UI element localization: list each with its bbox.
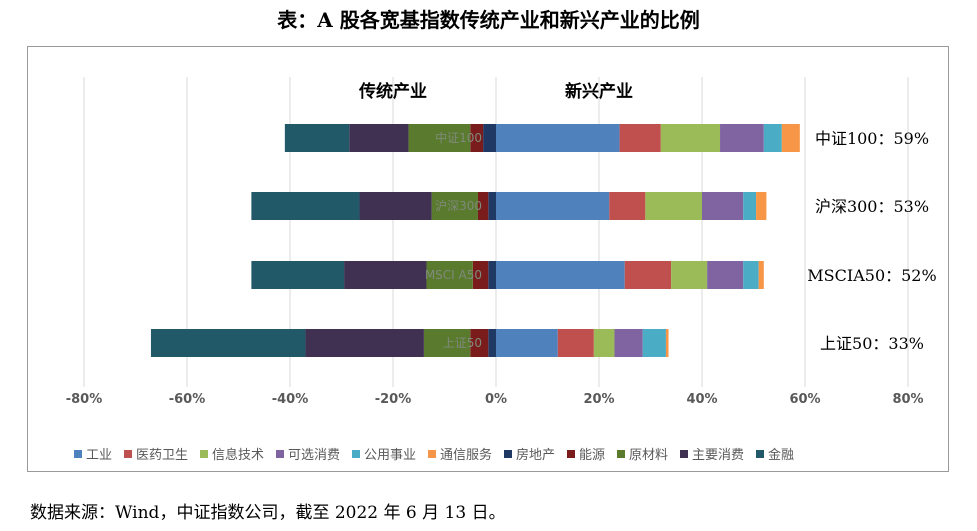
bar-segment: [720, 124, 764, 152]
bar-segment: [593, 329, 615, 357]
bar-annotation: 中证100：59%: [815, 129, 929, 148]
bar-segment: [150, 329, 306, 357]
category-label: 沪深300: [435, 199, 482, 213]
x-tick-label: 20%: [583, 392, 614, 407]
bar-segment: [609, 192, 646, 220]
bar-segment: [472, 261, 489, 289]
bar-segment: [488, 192, 496, 220]
x-tick-label: 40%: [686, 392, 717, 407]
legend-swatch: [200, 450, 208, 458]
x-tick-label: -40%: [272, 392, 309, 407]
bar-segment: [305, 329, 424, 357]
x-tick-label: 60%: [789, 392, 820, 407]
bar-segment: [671, 261, 708, 289]
x-tick-label: 0%: [485, 392, 507, 407]
bar-annotation: 沪深300：53%: [815, 197, 929, 216]
bar-segment: [284, 124, 350, 152]
legend-swatch: [276, 450, 284, 458]
legend-label: 工业: [86, 448, 112, 463]
legend-swatch: [74, 450, 82, 458]
bar-annotation: 上证50：33%: [820, 334, 924, 353]
source-note: 数据来源：Wind，中证指数公司，截至 2022 年 6 月 13 日。: [30, 503, 506, 523]
legend-label: 公用事业: [364, 448, 416, 463]
legend-swatch: [756, 450, 764, 458]
bar-segment: [488, 329, 496, 357]
bar-segment: [763, 124, 782, 152]
side-label: 新兴产业: [565, 81, 633, 102]
legend-label: 可选消费: [288, 448, 340, 463]
category-label: MSCI A50: [425, 268, 482, 282]
legend-label: 医药卫生: [136, 448, 188, 463]
chart-frame: 传统产业 新兴产业中证100 中证100：59% 沪深300 沪深300：53% MSCI…: [27, 46, 949, 472]
bar-segment: [408, 124, 471, 152]
legend-swatch: [504, 450, 512, 458]
bar-segment: [496, 124, 620, 152]
side-label: 传统产业: [358, 81, 427, 102]
bar-segment: [426, 261, 473, 289]
bar-segment: [624, 261, 672, 289]
bar-segment: [359, 192, 432, 220]
bar-segment: [660, 124, 721, 152]
x-tick-label: 80%: [892, 392, 923, 407]
bar-segment: [557, 329, 594, 357]
bar-segment: [488, 261, 496, 289]
bar-segment: [758, 261, 764, 289]
legend-swatch: [352, 450, 360, 458]
legend-label: 通信服务: [440, 447, 492, 463]
chart-title: 表：A 股各宽基指数传统产业和新兴产业的比例: [277, 8, 700, 32]
bar-segment: [614, 329, 643, 357]
bar-segment: [344, 261, 427, 289]
legend-swatch: [428, 450, 436, 458]
bar-segment: [251, 192, 360, 220]
bar-segment: [642, 329, 666, 357]
bar-annotation: MSCIA50：52%: [807, 266, 936, 285]
bar-segment: [477, 192, 489, 220]
bar-segment: [251, 261, 345, 289]
x-tick-label: -60%: [169, 392, 206, 407]
bar-segment: [743, 192, 757, 220]
bar-segment: [423, 329, 471, 357]
bar-segment: [707, 261, 744, 289]
bar-segment: [431, 192, 478, 220]
bar-segment: [665, 329, 669, 357]
x-tick-label: -20%: [375, 392, 412, 407]
legend-label: 房地产: [516, 447, 555, 463]
legend-swatch: [567, 450, 575, 458]
legend-swatch: [124, 450, 132, 458]
bar-segment: [470, 124, 484, 152]
bar-segment: [645, 192, 702, 220]
bar-segment: [470, 329, 489, 357]
bar-segment: [743, 261, 759, 289]
legend-label: 能源: [579, 448, 605, 463]
legend-swatch: [680, 450, 688, 458]
bar-segment: [483, 124, 496, 152]
bar-segment: [756, 192, 767, 220]
legend-label: 金融: [768, 447, 794, 463]
bar-segment: [619, 124, 661, 152]
legend-label: 信息技术: [212, 447, 264, 463]
bar-segment: [349, 124, 409, 152]
bar-segment: [496, 192, 610, 220]
x-tick-label: -80%: [66, 392, 103, 407]
legend-label: 主要消费: [692, 448, 744, 463]
legend-label: 原材料: [629, 448, 668, 463]
bar-segment: [781, 124, 800, 152]
bar-segment: [496, 329, 558, 357]
category-label: 上证50: [443, 336, 482, 350]
bar-segment: [702, 192, 744, 220]
legend-swatch: [617, 450, 625, 458]
category-label: 中证100: [435, 130, 482, 145]
bar-segment: [496, 261, 625, 289]
